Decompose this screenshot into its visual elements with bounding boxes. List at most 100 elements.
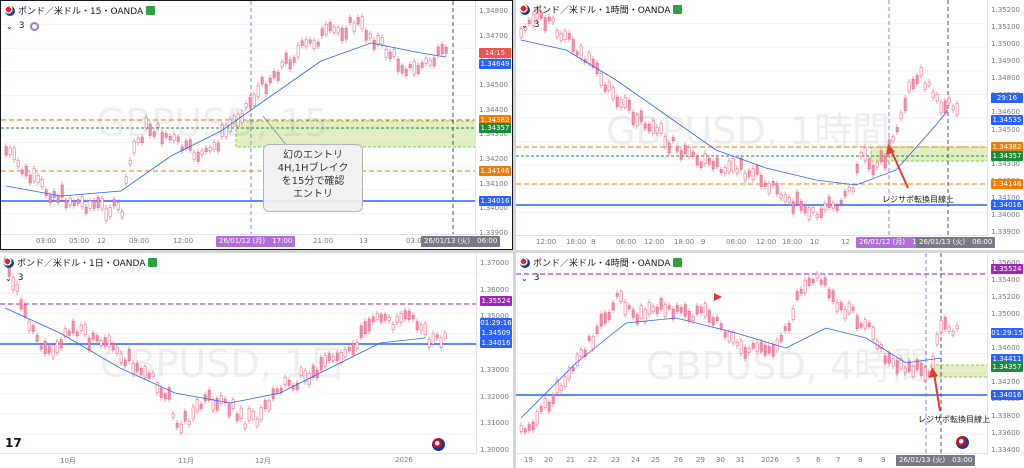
candle-body <box>823 203 827 211</box>
candle-body <box>859 151 863 157</box>
candle-body <box>239 407 243 419</box>
candle-body <box>907 360 911 372</box>
candle-body <box>627 99 631 111</box>
candle-body <box>328 22 332 32</box>
indicator-toggle[interactable]: ⌄ 3 <box>5 273 24 283</box>
time-tick: 03:00 <box>36 237 57 245</box>
chart-panel-15m[interactable]: ポンド／米ドル・15・OANDA ⌄ 3 GBPUSD, 15 1.34800 1.… <box>0 0 513 250</box>
chart-panel-1d[interactable]: ポンド／米ドル・1日・OANDA ⌄ 3 GBPUSD, 1日 1.37000 1.… <box>0 253 513 468</box>
candle-body <box>923 83 927 90</box>
price-plot[interactable] <box>0 253 477 454</box>
candle-body <box>591 58 595 68</box>
candle-body <box>551 394 555 404</box>
candle-body <box>275 388 279 393</box>
price-tick: 1.33400 <box>991 446 1020 454</box>
candle-body <box>12 147 16 160</box>
candle-body <box>172 134 176 141</box>
candle-body <box>347 346 351 351</box>
candle-body <box>308 39 312 44</box>
candle-body <box>715 316 719 321</box>
candle-body <box>335 352 339 361</box>
price-scale[interactable]: 1.348001.347001.346001.345001.344001.343… <box>475 1 512 249</box>
price-tag: 1.34016 <box>991 200 1023 210</box>
indicator-toggle[interactable]: ⌄ 3 <box>6 21 40 31</box>
time-scale[interactable]: 12:00 18:00 8 06:00 12:00 18:00 9 06:00 12:00 18:… <box>516 235 996 250</box>
candle-body <box>324 23 328 35</box>
candle-body <box>739 157 743 170</box>
candle-body <box>783 326 787 331</box>
candle-body <box>619 99 623 108</box>
candle-body <box>927 81 931 86</box>
price-plot[interactable] <box>1 1 478 237</box>
price-tick: 1.33600 <box>991 429 1020 437</box>
time-tick: 7 <box>836 456 841 464</box>
moving-average-line <box>4 307 426 404</box>
time-tick: 21 <box>566 456 575 464</box>
candle-body <box>140 136 144 143</box>
candle-body <box>623 301 627 315</box>
candle-body <box>296 44 300 58</box>
candle-body <box>436 46 440 56</box>
time-scale[interactable]: 03:0005:001209:0012:0015:0021:001303:002… <box>1 234 501 249</box>
time-tag: 26/01/12 (月) 17:00 <box>856 237 936 248</box>
candle-body <box>819 208 823 218</box>
price-scale[interactable]: 1.356001.354001.352001.350001.348001.346… <box>987 253 1024 468</box>
price-plot[interactable] <box>516 0 988 236</box>
symbol-header[interactable]: ポンド／米ドル・4時間・OANDA <box>520 256 683 269</box>
candle-body <box>36 174 40 183</box>
candle-body <box>703 153 707 164</box>
candle-body <box>255 418 259 427</box>
time-scale[interactable]: 10月 11月 12月 2026 <box>0 453 477 468</box>
price-scale[interactable]: 1.370001.360001.350001.340001.330001.320… <box>476 253 513 468</box>
candle-body <box>611 302 615 311</box>
price-scale[interactable]: 1.352001.351001.350001.349001.348001.347… <box>987 0 1024 250</box>
candle-body <box>675 305 679 312</box>
time-tick: 12月 <box>255 457 271 465</box>
symbol-header[interactable]: ポンド／米ドル・1時間・OANDA <box>520 3 683 16</box>
chart-panel-1h[interactable]: ポンド／米ドル・1時間・OANDA ⌄ 3 GBPUSD, 1時間 1.35200… <box>516 0 1024 250</box>
price-plot[interactable] <box>516 253 988 454</box>
support-zone <box>235 120 478 148</box>
candle-body <box>631 309 635 318</box>
time-scale[interactable]: 19 20 21 22 23 24 25 26 29 30 31 2026 5 6 7 8 9 26/01/13 … <box>516 453 988 468</box>
price-tag: 1.34146 <box>479 166 511 176</box>
candle-body <box>539 11 543 19</box>
candle-body <box>195 399 199 412</box>
price-tick: 1.33900 <box>991 228 1020 236</box>
chart-panel-4h[interactable]: ポンド／米ドル・4時間・OANDA ⌄ 3 GBPUSD, 4時間 1.35600… <box>516 253 1024 468</box>
candle-body <box>299 367 303 376</box>
candle-body <box>559 33 563 41</box>
candle-body <box>92 200 96 209</box>
time-tag: 26/01/13 (火) 06:00 <box>421 236 501 247</box>
arrow-head-icon <box>886 144 895 155</box>
candle-body <box>815 273 819 279</box>
candle-body <box>943 100 947 114</box>
candle-body <box>643 309 647 323</box>
candle-body <box>128 159 132 165</box>
symbol-header[interactable]: ポンド／米ドル・1日・OANDA <box>4 256 158 269</box>
candle-body <box>243 423 247 429</box>
candle-body <box>164 133 168 138</box>
candle-body <box>839 302 843 310</box>
symbol-header[interactable]: ポンド／米ドル・15・OANDA <box>5 4 156 17</box>
candle-body <box>711 161 715 170</box>
candle-body <box>783 194 787 202</box>
candle-body <box>316 41 320 47</box>
candle-body <box>719 169 723 173</box>
candle-body <box>759 175 763 187</box>
candle-body <box>60 184 64 198</box>
price-tag: 1.35524 <box>991 264 1023 274</box>
candle-body <box>28 174 32 184</box>
time-tick: 23 <box>611 456 620 464</box>
candle-body <box>811 206 815 213</box>
indicator-toggle[interactable]: ⌄ 3 <box>521 273 540 283</box>
candle-body <box>72 201 76 206</box>
candle-body <box>587 336 591 341</box>
candle-body <box>939 101 943 114</box>
price-tag: 1.34016 <box>479 196 511 206</box>
time-tick: 13 <box>359 237 368 245</box>
indicator-toggle[interactable]: ⌄ 3 <box>521 20 540 30</box>
price-tick: 1.34100 <box>479 179 508 188</box>
candle-body <box>715 157 719 167</box>
candle-body <box>175 422 179 428</box>
